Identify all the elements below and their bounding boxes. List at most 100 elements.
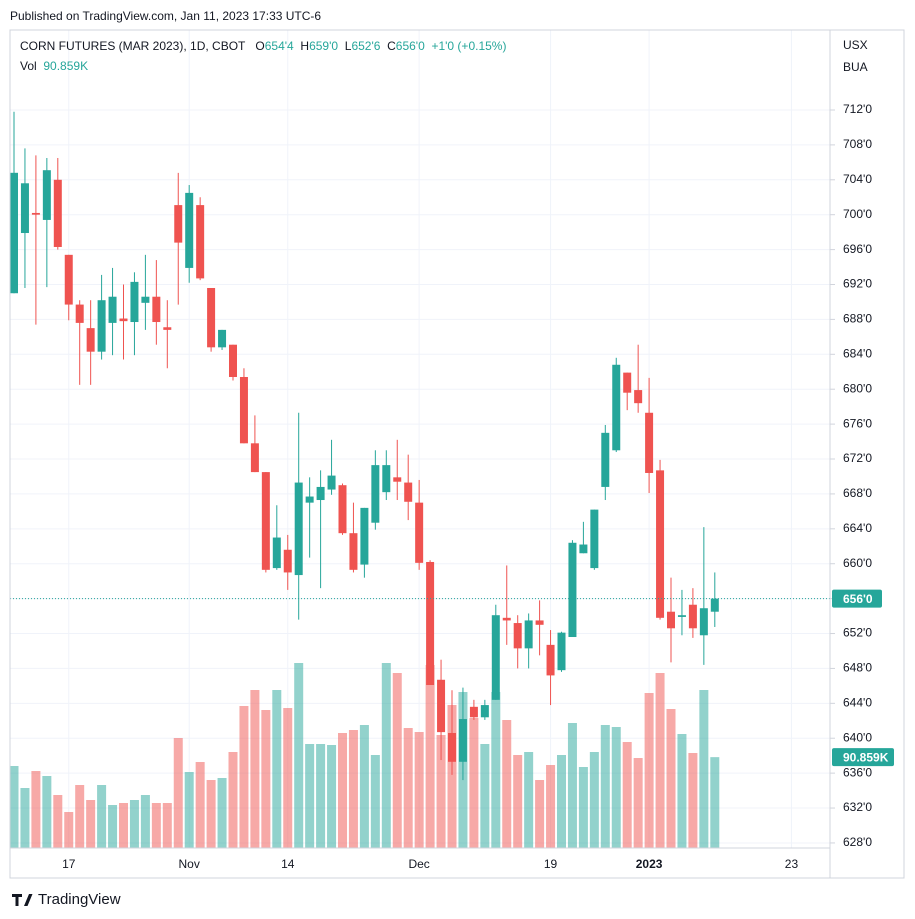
price-tag — [832, 589, 882, 608]
candle-body — [634, 390, 643, 404]
candle-body — [31, 212, 40, 215]
volume-bar — [97, 785, 107, 848]
volume-bar — [480, 744, 490, 848]
volume-tag — [832, 748, 894, 767]
volume-bar — [546, 765, 556, 848]
y-tick-label: 680'0 — [843, 381, 872, 395]
change: +1'0 (+0.15%) — [431, 39, 507, 53]
volume-bar — [294, 663, 304, 848]
candle-body — [130, 281, 139, 323]
high-label: H — [300, 39, 310, 53]
volume-bar — [283, 708, 293, 848]
y-tick-label: 644'0 — [843, 696, 872, 710]
x-tick-label: Dec — [408, 857, 429, 871]
candle-body — [502, 617, 511, 621]
volume-bar — [644, 693, 654, 848]
y-tick-label: 688'0 — [843, 312, 872, 326]
volume-bar — [655, 673, 665, 848]
candle-body — [97, 300, 106, 352]
y-tick-label: 712'0 — [843, 102, 872, 116]
price-tag-label: 656'0 — [843, 592, 873, 606]
volume-bar — [195, 762, 205, 848]
volume-bar — [206, 780, 216, 848]
high-value: 659'0 — [309, 39, 339, 53]
volume-bar — [524, 752, 534, 848]
candle-body — [229, 344, 237, 377]
volume-bar — [75, 785, 85, 848]
candle-body — [612, 364, 621, 451]
volume-bar — [633, 758, 643, 848]
candle-body — [119, 318, 128, 322]
volume-legend: Vol 90.859K — [20, 59, 88, 73]
volume-bar — [491, 692, 501, 848]
candle-body — [382, 465, 391, 493]
volume-bar — [578, 767, 588, 848]
volume-bar — [272, 690, 282, 848]
candle-body — [415, 502, 424, 563]
candle-body — [645, 412, 654, 473]
volume-bar — [151, 803, 161, 848]
volume-bar — [370, 755, 380, 848]
volume-bar — [338, 733, 347, 848]
close-value: 656'0 — [395, 39, 425, 53]
candle-body — [349, 533, 358, 570]
volume-bar — [359, 725, 369, 848]
y-tick-label: 692'0 — [843, 277, 872, 291]
candle-body — [250, 443, 259, 473]
candle-body — [393, 477, 402, 482]
candle-body — [152, 296, 161, 323]
volume-bar — [217, 778, 227, 848]
candle-body — [283, 549, 292, 573]
volume-bar — [173, 738, 183, 848]
candle-body — [207, 287, 216, 348]
volume-bar — [140, 795, 150, 848]
volume-bar — [611, 727, 621, 848]
candle-body — [239, 376, 248, 444]
candle-body — [480, 705, 489, 718]
y-tick-label: 664'0 — [843, 521, 872, 535]
volume-bar — [502, 720, 512, 848]
volume-bar — [688, 753, 698, 848]
candle-body — [699, 608, 708, 636]
candle-body — [448, 732, 456, 762]
labels: 628'0 632'0 636'0 640'0 644'0 648'0 652'0 656'0… — [10, 102, 894, 871]
candle-body — [196, 205, 205, 279]
volume-bar — [425, 665, 435, 848]
candle-body — [623, 372, 632, 393]
volume-bar — [666, 709, 676, 848]
candle-body — [218, 329, 227, 348]
candle-body — [327, 475, 336, 490]
legend-line: CORN FUTURES (MAR 2023), 1D, CBOT O654'4… — [20, 39, 506, 53]
candle-body — [710, 598, 719, 612]
y-tick-label: 636'0 — [843, 765, 872, 779]
candle-body — [579, 544, 588, 554]
volume — [9, 663, 720, 848]
candle-body — [75, 304, 84, 323]
y-tick-label: 632'0 — [843, 800, 872, 814]
candle-body — [546, 644, 555, 676]
volume-bar — [250, 690, 260, 848]
candle-body — [163, 327, 172, 330]
candle-body — [10, 172, 18, 294]
volume-bar — [447, 705, 457, 848]
volume-bar — [42, 776, 52, 848]
frame — [9, 29, 905, 879]
candle-body — [108, 296, 117, 323]
volume-bar — [305, 744, 315, 848]
x-tick-label: 19 — [544, 857, 558, 871]
candle-body — [338, 485, 347, 534]
candle-body — [656, 470, 665, 618]
volume-tag-label: 90.859K — [843, 750, 889, 764]
volume-bar — [392, 673, 402, 848]
candle-body — [513, 623, 522, 649]
volume-bar — [184, 772, 194, 848]
symbol: CORN FUTURES (MAR 2023), 1D, CBOT — [20, 39, 246, 53]
published: Published on TradingView.com, Jan 11, 20… — [10, 9, 321, 23]
candle-body — [174, 205, 183, 243]
candle-body — [185, 192, 194, 268]
volume-bar — [53, 795, 63, 848]
y-tick-label: 704'0 — [843, 172, 872, 186]
candle-body — [601, 432, 610, 487]
y-tick-label: 708'0 — [843, 137, 872, 151]
